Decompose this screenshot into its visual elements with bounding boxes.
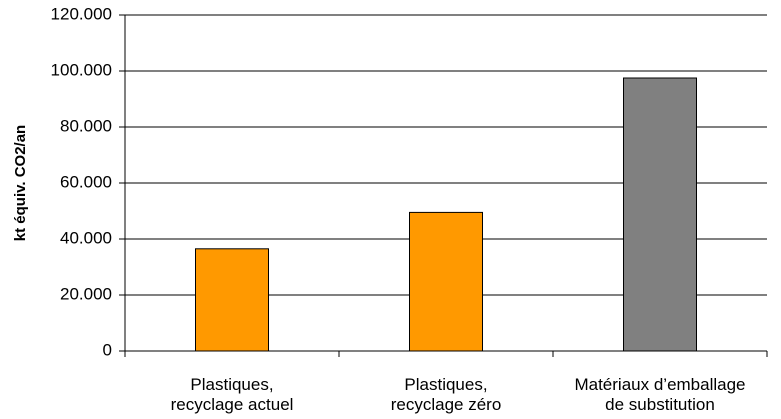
bars	[195, 77, 697, 352]
x-category-label-line: Plastiques,	[404, 375, 487, 394]
x-category-label: Matériaux d’emballage de substitution	[574, 375, 745, 414]
x-category-label-line: Plastiques,	[190, 375, 273, 394]
y-tick-label: 80.000	[60, 116, 112, 135]
bar	[195, 248, 269, 352]
y-tick-labels: 0 20.000 40.000 60.000 80.000 100.000 120.000	[51, 4, 112, 359]
axes	[119, 14, 768, 357]
y-axis-title: kt équiv. CO2/an	[12, 125, 29, 241]
bar	[623, 77, 697, 352]
x-category-label-line: Matériaux d’emballage	[574, 375, 745, 394]
y-tick-label: 0	[103, 340, 112, 359]
x-category-label: Plastiques, recyclage zéro	[391, 375, 502, 414]
y-tick-label: 60.000	[60, 172, 112, 191]
bar	[409, 211, 483, 352]
x-category-label: Plastiques, recyclage actuel	[171, 375, 294, 414]
x-category-label-line: recyclage actuel	[171, 395, 294, 414]
y-tick-label: 120.000	[51, 4, 112, 23]
x-category-label-line: de substitution	[605, 395, 715, 414]
y-tick-label: 20.000	[60, 284, 112, 303]
x-category-label-line: recyclage zéro	[391, 395, 502, 414]
y-tick-label: 100.000	[51, 60, 112, 79]
y-tick-label: 40.000	[60, 228, 112, 247]
